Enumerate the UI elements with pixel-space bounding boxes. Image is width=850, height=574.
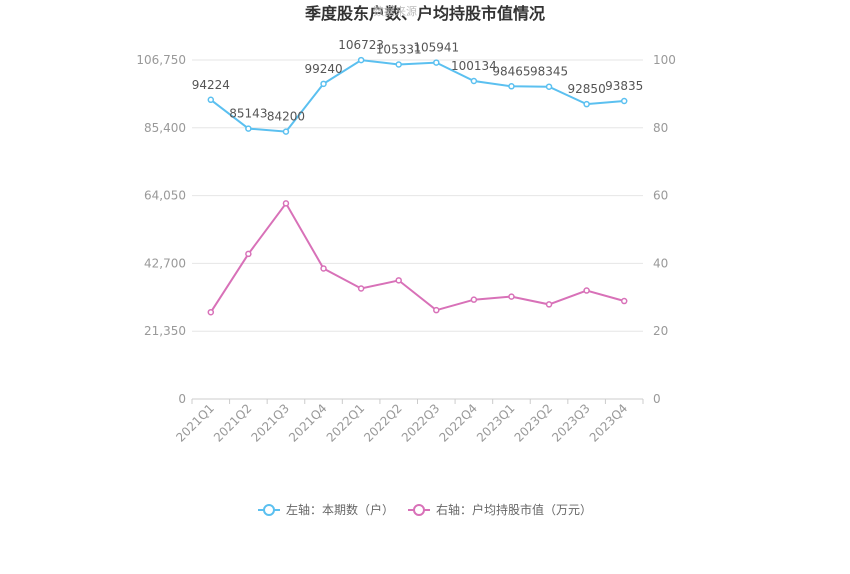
left-tick-label: 42,700 xyxy=(144,256,186,270)
data-point[interactable] xyxy=(245,125,252,132)
x-tick-label: 2022Q3 xyxy=(399,401,443,445)
watermark: 数据来源 xyxy=(373,4,417,18)
data-label: 98465 xyxy=(492,64,530,78)
x-tick-label: 2023Q4 xyxy=(587,401,631,445)
data-point[interactable] xyxy=(395,277,402,284)
data-label: 93835 xyxy=(605,79,643,93)
legend-marker xyxy=(263,504,275,516)
left-tick-label: 0 xyxy=(178,392,186,406)
data-label: 94224 xyxy=(192,78,230,92)
x-tick-label: 2021Q2 xyxy=(211,401,255,445)
data-point[interactable] xyxy=(207,96,215,104)
chart-title: 季度股东户数、户均持股市值情况 xyxy=(304,4,545,23)
series-line xyxy=(209,201,625,313)
data-point[interactable] xyxy=(620,97,628,105)
data-label: 100134 xyxy=(451,59,497,73)
x-tick-label: 2022Q2 xyxy=(361,401,405,445)
data-label: 105941 xyxy=(413,41,459,55)
data-point[interactable] xyxy=(395,61,402,68)
series-2 xyxy=(207,200,628,316)
left-tick-label: 64,050 xyxy=(144,189,186,203)
x-tick-label: 2022Q1 xyxy=(324,401,368,445)
right-tick-label: 40 xyxy=(653,256,668,270)
right-axis-ticks: 0 20 40 60 80 100 xyxy=(653,53,676,406)
right-tick-label: 0 xyxy=(653,392,661,406)
legend-item-1[interactable]: 左轴：本期数（户） xyxy=(258,502,394,517)
data-label: 98345 xyxy=(530,65,568,79)
data-point[interactable] xyxy=(357,56,365,64)
x-axis-ticks: 2021Q12021Q22021Q32021Q42022Q12022Q22022… xyxy=(173,399,644,445)
data-point[interactable] xyxy=(583,287,590,294)
x-tick-label: 2023Q3 xyxy=(549,401,593,445)
right-tick-label: 60 xyxy=(653,189,668,203)
data-point[interactable] xyxy=(433,306,440,314)
data-point[interactable] xyxy=(508,293,515,300)
right-tick-label: 100 xyxy=(653,53,676,67)
legend[interactable]: 左轴：本期数（户） 右轴：户均持股市值（万元） xyxy=(258,502,592,517)
legend-label: 右轴：户均持股市值（万元） xyxy=(436,502,592,517)
right-tick-label: 80 xyxy=(653,121,668,135)
data-label: 106723 xyxy=(338,38,384,52)
data-point[interactable] xyxy=(320,265,327,272)
data-point[interactable] xyxy=(320,80,327,88)
data-label: 99240 xyxy=(304,62,342,76)
data-point[interactable] xyxy=(282,128,290,135)
left-tick-label: 106,750 xyxy=(136,53,186,67)
x-tick-label: 2021Q1 xyxy=(173,401,217,445)
left-tick-label: 85,400 xyxy=(144,121,186,135)
x-tick-label: 2021Q3 xyxy=(249,401,293,445)
data-point[interactable] xyxy=(470,296,478,303)
right-tick-label: 20 xyxy=(653,324,668,338)
data-point[interactable] xyxy=(508,83,515,90)
data-label: 85143 xyxy=(229,107,267,121)
series-line xyxy=(210,59,625,133)
data-point[interactable] xyxy=(207,308,215,316)
x-tick-label: 2022Q4 xyxy=(436,401,480,445)
data-point[interactable] xyxy=(245,250,252,258)
x-tick-label: 2023Q1 xyxy=(474,401,518,445)
data-point[interactable] xyxy=(282,200,290,207)
data-label: 84200 xyxy=(267,110,305,124)
data-label: 92850 xyxy=(568,82,606,96)
data-point[interactable] xyxy=(357,285,365,292)
legend-label: 左轴：本期数（户） xyxy=(286,502,394,517)
x-tick-label: 2023Q2 xyxy=(512,401,556,445)
data-label: 105331 xyxy=(376,43,422,57)
data-point[interactable] xyxy=(620,297,628,305)
data-point[interactable] xyxy=(470,77,478,85)
x-tick-label: 2021Q4 xyxy=(286,401,330,445)
left-tick-label: 21,350 xyxy=(144,324,186,338)
data-point[interactable] xyxy=(433,59,440,66)
data-point[interactable] xyxy=(545,301,553,308)
legend-item-2[interactable]: 右轴：户均持股市值（万元） xyxy=(408,502,592,517)
left-axis-ticks: 0 21,350 42,700 64,050 85,400 106,750 xyxy=(136,53,186,406)
data-point[interactable] xyxy=(583,100,590,108)
legend-marker xyxy=(413,504,425,516)
data-point[interactable] xyxy=(545,83,553,90)
